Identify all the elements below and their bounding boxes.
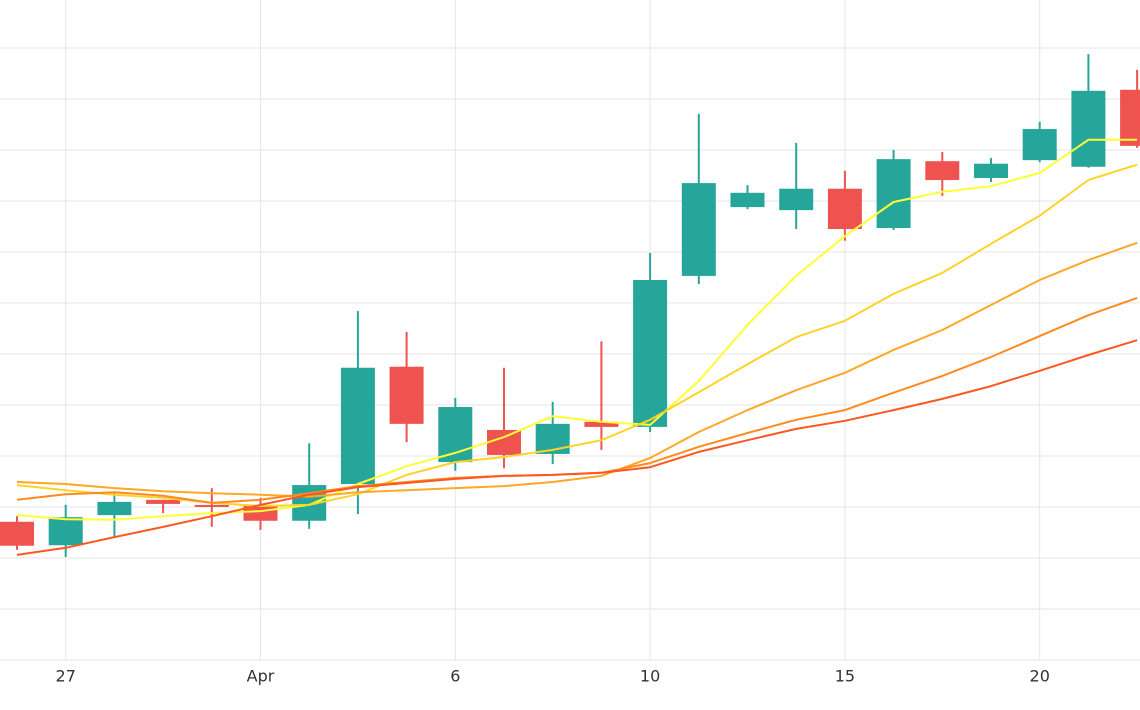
candle-body	[633, 280, 668, 427]
candle-body	[1071, 90, 1106, 167]
candle-body	[584, 421, 619, 427]
candle-body	[681, 183, 716, 276]
candle-body	[1022, 129, 1057, 161]
x-tick-label: 10	[640, 667, 660, 686]
candle-body	[389, 366, 424, 424]
candle-body	[974, 163, 1008, 179]
candle-body	[0, 521, 34, 546]
candle-body	[827, 188, 862, 230]
candle-body	[146, 499, 181, 504]
candle-body	[487, 429, 521, 455]
x-tick-label: Apr	[247, 667, 275, 686]
candle-body	[340, 367, 375, 485]
moving-average-line	[16, 163, 1138, 507]
candle-body	[194, 504, 229, 507]
x-tick-label: 15	[835, 667, 855, 686]
candle-body	[876, 159, 911, 228]
x-tick-label: 6	[450, 667, 460, 686]
moving-average-line	[16, 241, 1138, 498]
candle-body	[48, 517, 83, 546]
candle-body	[779, 188, 814, 211]
moving-average-line	[16, 138, 1138, 521]
x-tick-label: 20	[1030, 667, 1050, 686]
candle-body	[97, 501, 132, 516]
candle-body	[730, 192, 765, 208]
x-tick-label: 27	[56, 667, 76, 686]
moving-average-line	[16, 296, 1138, 504]
candle-body	[1120, 89, 1140, 146]
moving-average-line	[16, 339, 1138, 556]
candle-body	[925, 161, 960, 181]
